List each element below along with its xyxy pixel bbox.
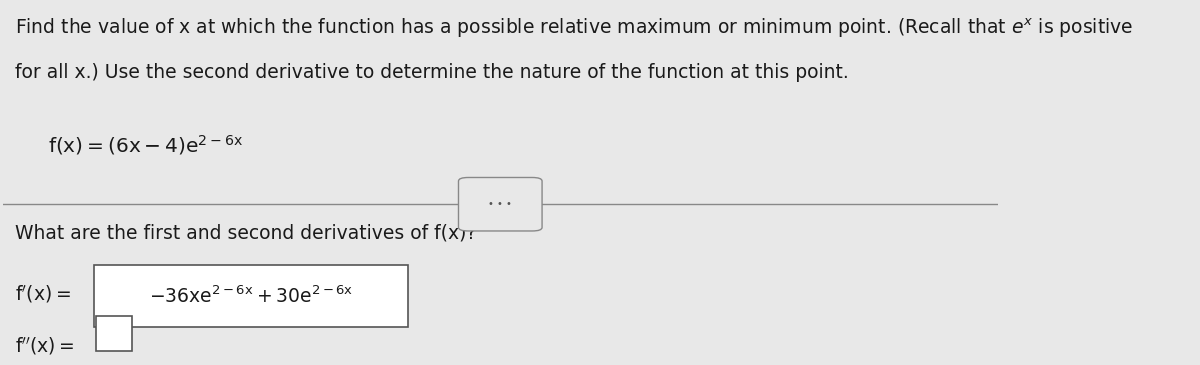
Text: $\mathrm{f'(x) =}$: $\mathrm{f'(x) =}$ [14,283,71,305]
Text: $\mathrm{f''(x) =}$: $\mathrm{f''(x) =}$ [14,335,74,357]
FancyBboxPatch shape [95,265,408,327]
Text: Find the value of x at which the function has a possible relative maximum or min: Find the value of x at which the functio… [14,17,1133,41]
Text: $\mathrm{f(x) = (6x - 4)e^{2-6x}}$: $\mathrm{f(x) = (6x - 4)e^{2-6x}}$ [48,133,242,157]
Text: What are the first and second derivatives of f(x)?: What are the first and second derivative… [14,224,476,243]
Text: $\mathrm{-36xe^{2-6x}+30e^{2-6x}}$: $\mathrm{-36xe^{2-6x}+30e^{2-6x}}$ [149,285,353,307]
Text: for all x.) Use the second derivative to determine the nature of the function at: for all x.) Use the second derivative to… [14,64,848,82]
Text: • • •: • • • [488,199,512,209]
FancyBboxPatch shape [96,316,132,351]
FancyBboxPatch shape [458,177,542,231]
